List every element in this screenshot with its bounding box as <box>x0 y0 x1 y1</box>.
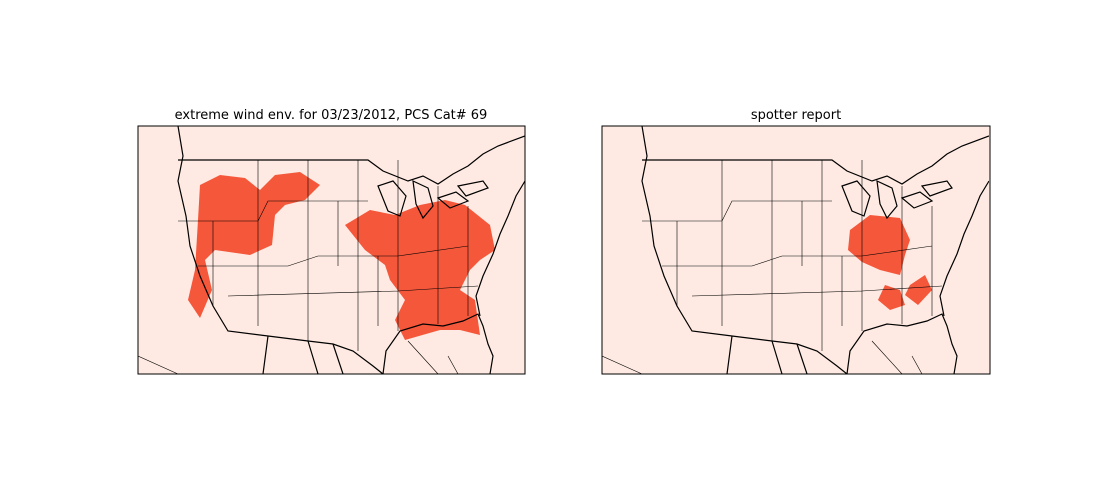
risk-area <box>188 172 320 318</box>
panel-title: extreme wind env. for 03/23/2012, PCS Ca… <box>175 108 488 123</box>
panel-title: spotter report <box>751 108 841 123</box>
map-background <box>602 126 990 374</box>
report-area <box>905 275 932 305</box>
report-area <box>878 285 905 310</box>
panel-frame <box>137 125 526 375</box>
report-area <box>848 215 910 275</box>
map-panel <box>601 125 991 375</box>
map-panel <box>137 125 526 375</box>
panel-frame <box>601 125 991 375</box>
risk-area <box>345 200 495 340</box>
